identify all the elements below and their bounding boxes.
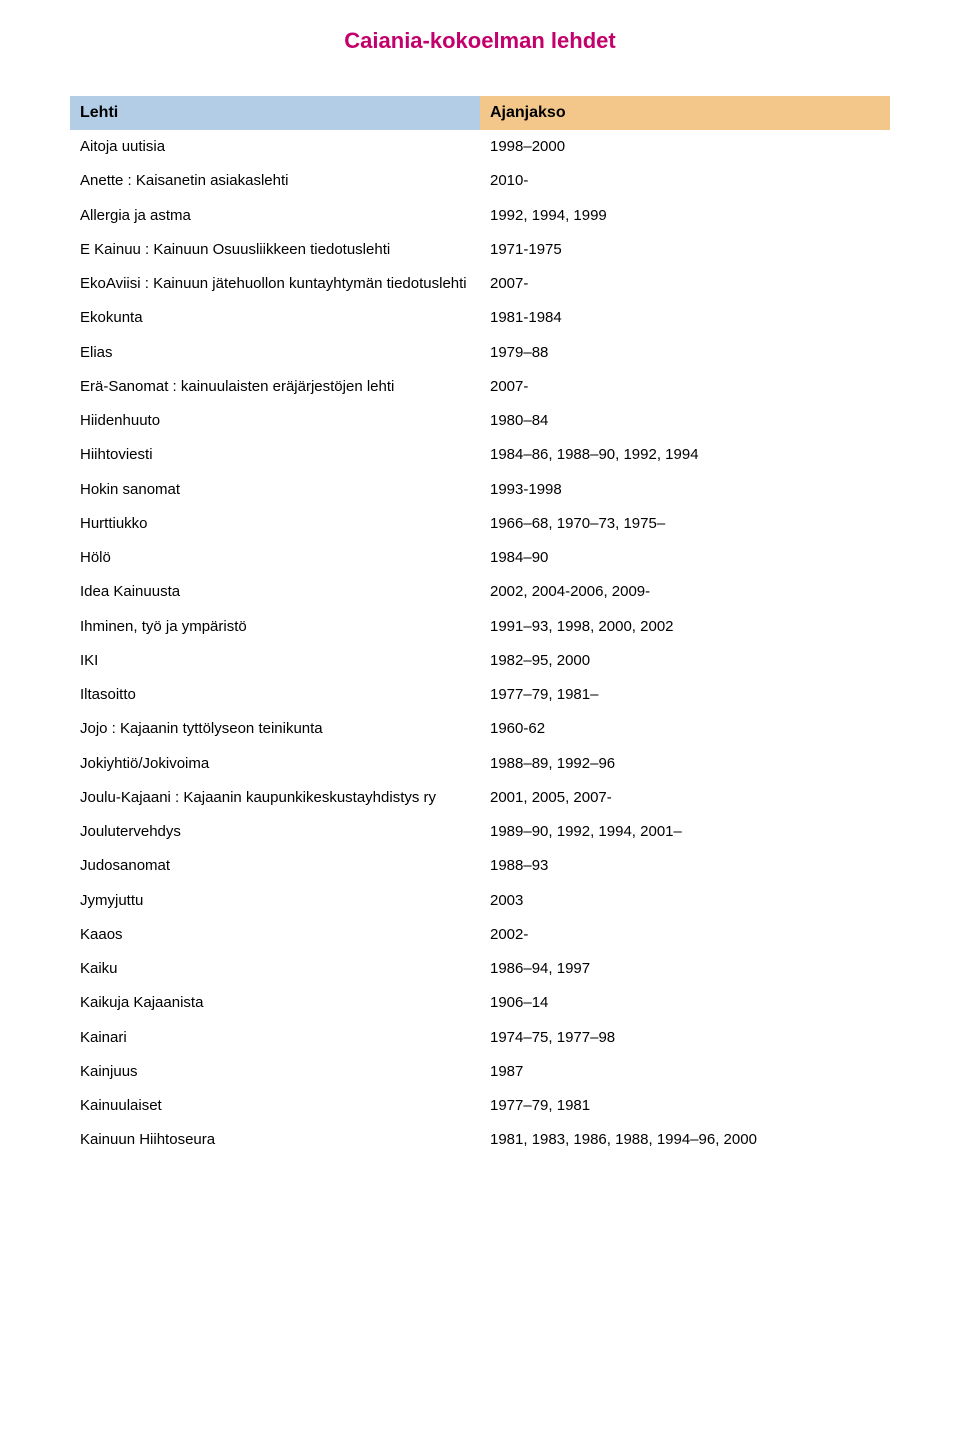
page-container: Caiania-kokoelman lehdet Lehti Ajanjakso… <box>0 0 960 1198</box>
cell-lehti: IKI <box>70 644 480 678</box>
table-row: Kainuun Hiihtoseura1981, 1983, 1986, 198… <box>70 1123 890 1157</box>
cell-lehti: Ekokunta <box>70 301 480 335</box>
cell-ajanjakso: 1993-1998 <box>480 473 890 507</box>
cell-ajanjakso: 1982–95, 2000 <box>480 644 890 678</box>
cell-lehti: Hiidenhuuto <box>70 404 480 438</box>
cell-ajanjakso: 1986–94, 1997 <box>480 952 890 986</box>
table-row: IKI1982–95, 2000 <box>70 644 890 678</box>
table-row: E Kainuu : Kainuun Osuusliikkeen tiedotu… <box>70 233 890 267</box>
cell-lehti: Hokin sanomat <box>70 473 480 507</box>
table-row: Hiihtoviesti1984–86, 1988–90, 1992, 1994 <box>70 438 890 472</box>
table-row: Elias1979–88 <box>70 336 890 370</box>
cell-lehti: Iltasoitto <box>70 678 480 712</box>
cell-lehti: Anette : Kaisanetin asiakaslehti <box>70 164 480 198</box>
cell-lehti: Kainjuus <box>70 1055 480 1089</box>
cell-lehti: Hurttiukko <box>70 507 480 541</box>
cell-ajanjakso: 1984–90 <box>480 541 890 575</box>
cell-lehti: Kainuulaiset <box>70 1089 480 1123</box>
table-row: Idea Kainuusta2002, 2004-2006, 2009- <box>70 575 890 609</box>
table-row: Hölö1984–90 <box>70 541 890 575</box>
col-header-ajanjakso: Ajanjakso <box>480 96 890 130</box>
cell-lehti: EkoAviisi : Kainuun jätehuollon kuntayht… <box>70 267 480 301</box>
table-row: Hokin sanomat1993-1998 <box>70 473 890 507</box>
table-row: Kainjuus1987 <box>70 1055 890 1089</box>
table-row: Joulutervehdys1989–90, 1992, 1994, 2001– <box>70 815 890 849</box>
table-row: Joulu-Kajaani : Kajaanin kaupunkikeskust… <box>70 781 890 815</box>
cell-lehti: Kainari <box>70 1021 480 1055</box>
table-row: Jojo : Kajaanin tyttölyseon teinikunta19… <box>70 712 890 746</box>
col-header-lehti: Lehti <box>70 96 480 130</box>
cell-lehti: Jojo : Kajaanin tyttölyseon teinikunta <box>70 712 480 746</box>
cell-ajanjakso: 2010- <box>480 164 890 198</box>
cell-ajanjakso: 1974–75, 1977–98 <box>480 1021 890 1055</box>
cell-lehti: Kaikuja Kajaanista <box>70 986 480 1020</box>
cell-ajanjakso: 1977–79, 1981– <box>480 678 890 712</box>
cell-ajanjakso: 1980–84 <box>480 404 890 438</box>
table-row: Anette : Kaisanetin asiakaslehti2010- <box>70 164 890 198</box>
table-row: Kaikuja Kajaanista1906–14 <box>70 986 890 1020</box>
cell-lehti: Allergia ja astma <box>70 199 480 233</box>
cell-lehti: Hiihtoviesti <box>70 438 480 472</box>
cell-ajanjakso: 1989–90, 1992, 1994, 2001– <box>480 815 890 849</box>
table-body: Aitoja uutisia1998–2000Anette : Kaisanet… <box>70 130 890 1158</box>
table-row: Jymyjuttu2003 <box>70 884 890 918</box>
cell-lehti: Kaiku <box>70 952 480 986</box>
table-row: Ihminen, työ ja ympäristö1991–93, 1998, … <box>70 610 890 644</box>
table-row: Hurttiukko1966–68, 1970–73, 1975– <box>70 507 890 541</box>
table-row: Kaiku1986–94, 1997 <box>70 952 890 986</box>
cell-lehti: Erä-Sanomat : kainuulaisten eräjärjestöj… <box>70 370 480 404</box>
table-row: Allergia ja astma1992, 1994, 1999 <box>70 199 890 233</box>
table-row: Erä-Sanomat : kainuulaisten eräjärjestöj… <box>70 370 890 404</box>
cell-ajanjakso: 1906–14 <box>480 986 890 1020</box>
table-row: Judosanomat1988–93 <box>70 849 890 883</box>
table-row: Aitoja uutisia1998–2000 <box>70 130 890 164</box>
cell-ajanjakso: 1979–88 <box>480 336 890 370</box>
table-row: Hiidenhuuto1980–84 <box>70 404 890 438</box>
cell-lehti: Kainuun Hiihtoseura <box>70 1123 480 1157</box>
table-row: Kainuulaiset1977–79, 1981 <box>70 1089 890 1123</box>
cell-lehti: Ihminen, työ ja ympäristö <box>70 610 480 644</box>
cell-ajanjakso: 1987 <box>480 1055 890 1089</box>
cell-ajanjakso: 2001, 2005, 2007- <box>480 781 890 815</box>
cell-lehti: Jymyjuttu <box>70 884 480 918</box>
cell-ajanjakso: 2007- <box>480 370 890 404</box>
cell-ajanjakso: 2002- <box>480 918 890 952</box>
cell-ajanjakso: 1971-1975 <box>480 233 890 267</box>
cell-lehti: Jokiyhtiö/Jokivoima <box>70 747 480 781</box>
cell-lehti: Elias <box>70 336 480 370</box>
table-row: Ekokunta1981-1984 <box>70 301 890 335</box>
table-header-row: Lehti Ajanjakso <box>70 96 890 130</box>
table-row: Kainari1974–75, 1977–98 <box>70 1021 890 1055</box>
cell-lehti: Idea Kainuusta <box>70 575 480 609</box>
cell-ajanjakso: 1966–68, 1970–73, 1975– <box>480 507 890 541</box>
cell-lehti: Joulu-Kajaani : Kajaanin kaupunkikeskust… <box>70 781 480 815</box>
cell-ajanjakso: 1992, 1994, 1999 <box>480 199 890 233</box>
cell-lehti: Joulutervehdys <box>70 815 480 849</box>
cell-lehti: Hölö <box>70 541 480 575</box>
cell-ajanjakso: 2002, 2004-2006, 2009- <box>480 575 890 609</box>
cell-ajanjakso: 1981-1984 <box>480 301 890 335</box>
cell-lehti: Judosanomat <box>70 849 480 883</box>
cell-ajanjakso: 1981, 1983, 1986, 1988, 1994–96, 2000 <box>480 1123 890 1157</box>
cell-ajanjakso: 2007- <box>480 267 890 301</box>
cell-ajanjakso: 1988–93 <box>480 849 890 883</box>
cell-lehti: E Kainuu : Kainuun Osuusliikkeen tiedotu… <box>70 233 480 267</box>
table-row: EkoAviisi : Kainuun jätehuollon kuntayht… <box>70 267 890 301</box>
cell-ajanjakso: 1984–86, 1988–90, 1992, 1994 <box>480 438 890 472</box>
table-row: Iltasoitto1977–79, 1981– <box>70 678 890 712</box>
cell-ajanjakso: 1960-62 <box>480 712 890 746</box>
cell-ajanjakso: 2003 <box>480 884 890 918</box>
cell-lehti: Aitoja uutisia <box>70 130 480 164</box>
cell-lehti: Kaaos <box>70 918 480 952</box>
data-table: Lehti Ajanjakso Aitoja uutisia1998–2000A… <box>70 96 890 1158</box>
cell-ajanjakso: 1977–79, 1981 <box>480 1089 890 1123</box>
table-row: Jokiyhtiö/Jokivoima1988–89, 1992–96 <box>70 747 890 781</box>
cell-ajanjakso: 1991–93, 1998, 2000, 2002 <box>480 610 890 644</box>
cell-ajanjakso: 1998–2000 <box>480 130 890 164</box>
cell-ajanjakso: 1988–89, 1992–96 <box>480 747 890 781</box>
page-title: Caiania-kokoelman lehdet <box>70 28 890 54</box>
table-row: Kaaos2002- <box>70 918 890 952</box>
